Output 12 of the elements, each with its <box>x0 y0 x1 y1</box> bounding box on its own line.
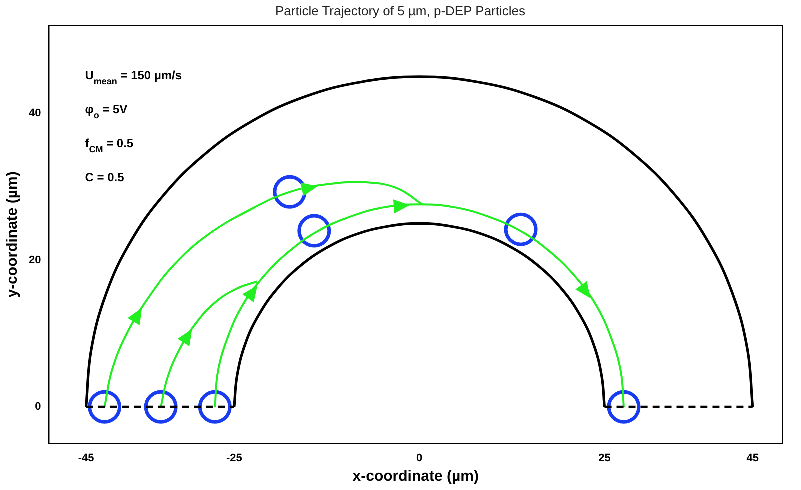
x-tick-label: 0 <box>416 452 423 464</box>
x-tick-label: -45 <box>78 452 94 464</box>
y-tick-label: 40 <box>28 108 42 120</box>
chart-title: Particle Trajectory of 5 µm, p-DEP Particles <box>276 3 526 18</box>
y-tick-label: 20 <box>28 254 42 266</box>
y-axis-title: y-coordinate (µm) <box>4 172 22 298</box>
x-axis-title: x-coordinate (µm) <box>352 468 479 486</box>
x-tick-label: -25 <box>226 452 242 464</box>
x-tick-label: 25 <box>598 452 611 464</box>
x-tick-label: 45 <box>746 452 759 464</box>
annotation: C = 0.5 <box>85 170 125 185</box>
y-tick-label: 0 <box>35 401 42 414</box>
